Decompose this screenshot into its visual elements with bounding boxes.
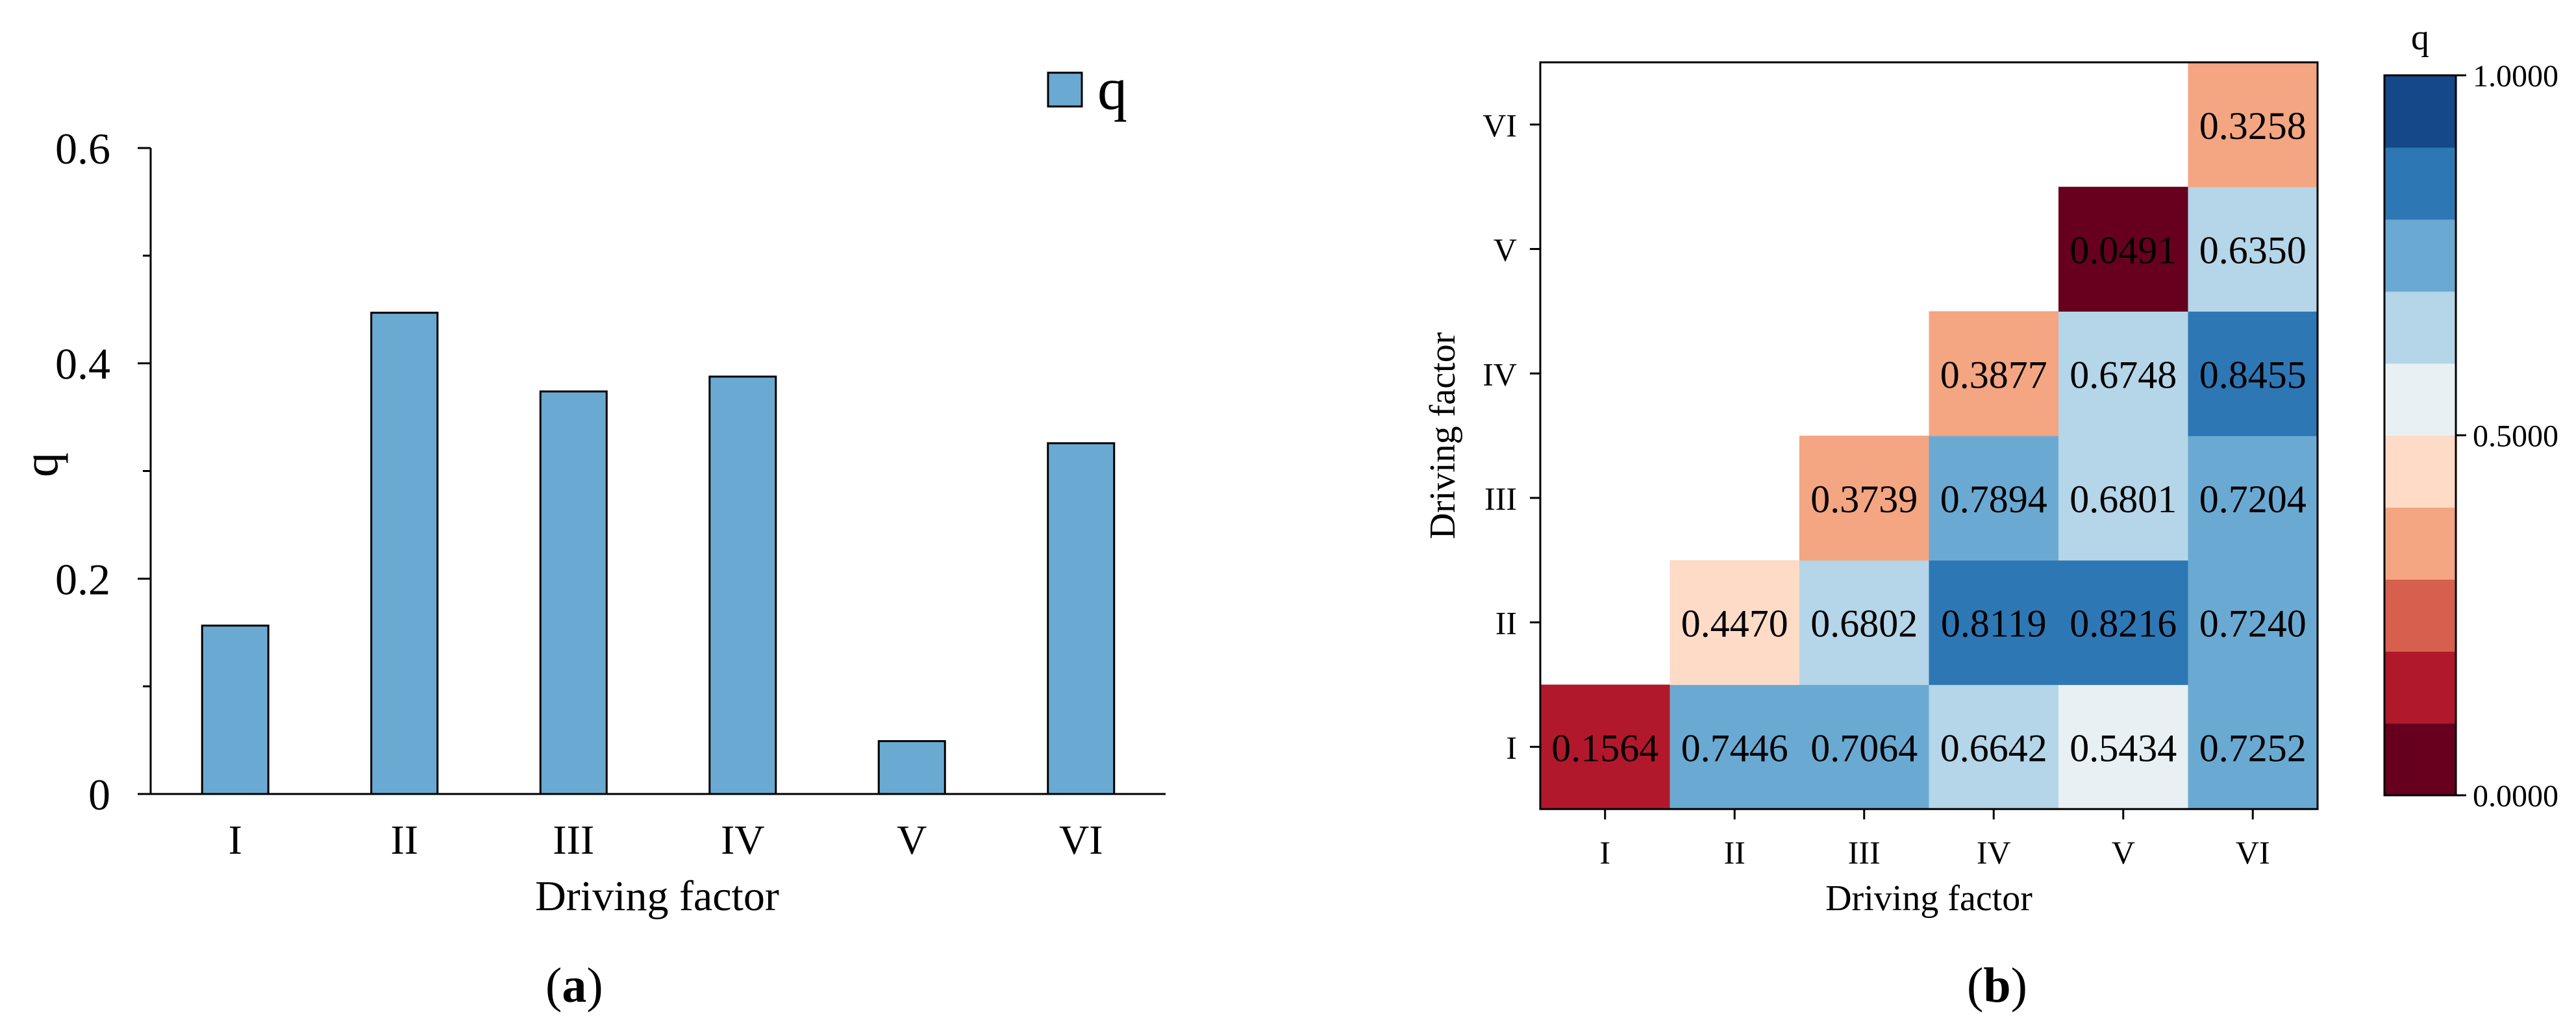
b-y-tick-label: III — [1484, 480, 1517, 517]
b-heatmap-cell — [1799, 684, 1930, 810]
b-heatmap-cell — [1799, 436, 1930, 561]
b-colorbar-bin — [2384, 291, 2456, 364]
b-y-tick-label: V — [1494, 232, 1517, 268]
b-cell-label: 0.6350 — [2199, 229, 2307, 272]
b-cell-label: 0.8455 — [2199, 353, 2307, 396]
a-legend-label: q — [1097, 56, 1127, 122]
caption-a: (a) — [545, 958, 603, 1013]
b-heatmap-cell — [2058, 436, 2189, 561]
b-heatmap-cell — [1929, 560, 2059, 686]
b-colorbar-bin — [2384, 219, 2456, 292]
b-cell-label: 0.7446 — [1681, 726, 1788, 769]
a-bar-I — [201, 625, 269, 795]
a-legend-swatch — [1047, 71, 1083, 108]
caption-b-letter: b — [1983, 958, 2011, 1013]
a-y-tick-label: 0.2 — [55, 554, 110, 604]
b-cell-label: 0.7204 — [2199, 478, 2307, 521]
b-x-tick-label: II — [1724, 834, 1745, 871]
b-cell-label: 0.3739 — [1810, 478, 1918, 521]
b-cell-label: 0.8216 — [2070, 602, 2177, 645]
b-colorbar-tick-label: 1.0000 — [2473, 59, 2558, 93]
b-heatmap-cell — [2188, 311, 2318, 436]
b-colorbar-tick-label: 0.0000 — [2473, 779, 2558, 813]
a-x-axis-title: Driving factor — [535, 873, 779, 920]
a-bar-II — [370, 312, 439, 795]
b-cell-label: 0.5434 — [2070, 726, 2177, 769]
a-x-tick-label: II — [390, 817, 418, 863]
b-cell-label: 0.7064 — [1810, 726, 1918, 769]
b-colorbar-bin — [2384, 147, 2456, 220]
a-y-tick-label: 0 — [88, 770, 110, 819]
b-cell-label: 0.4470 — [1681, 602, 1788, 645]
b-heatmap-cell — [1540, 684, 1671, 810]
b-cell-label: 0.7894 — [1940, 478, 2047, 521]
a-bar-VI — [1047, 442, 1116, 795]
a-bar-III — [539, 390, 608, 795]
b-y-tick-label: I — [1506, 729, 1517, 765]
b-colorbar-bin — [2384, 723, 2456, 796]
a-y-tick-label: 0.4 — [55, 340, 110, 389]
b-heatmap-cell — [2058, 560, 2189, 686]
b-cell-label: 0.6802 — [1810, 602, 1918, 645]
b-heatmap-cell — [2188, 186, 2318, 312]
a-x-tick-label: III — [553, 817, 594, 863]
b-heatmap-cell — [1669, 560, 1800, 686]
b-heatmap-cell — [2188, 62, 2318, 188]
b-colorbar-bin — [2384, 579, 2456, 652]
b-x-axis-title: Driving factor — [1825, 878, 2032, 919]
b-colorbar-bin — [2384, 435, 2456, 508]
b-y-tick-label: IV — [1482, 356, 1517, 392]
b-x-tick-label: III — [1848, 834, 1881, 871]
b-x-tick-label: IV — [1977, 834, 2011, 871]
a-x-tick-label: V — [897, 817, 927, 863]
b-cell-label: 0.6801 — [2070, 478, 2177, 521]
b-y-axis-title: Driving factor — [1423, 332, 1463, 539]
caption-a-letter: a — [562, 958, 587, 1013]
b-colorbar-bin — [2384, 651, 2456, 724]
b-colorbar-tick-label: 0.5000 — [2473, 419, 2558, 454]
b-cell-label: 0.3877 — [1940, 353, 2047, 396]
b-cell-label: 0.3258 — [2199, 105, 2307, 147]
b-heatmap-cell — [2188, 560, 2318, 686]
a-y-tick-label: 0.6 — [55, 124, 110, 173]
b-heatmap-cell — [1799, 560, 1930, 686]
a-x-tick-label: VI — [1059, 817, 1103, 863]
b-cell-label: 0.6748 — [2070, 353, 2177, 396]
b-heatmap-cell — [1929, 311, 2059, 436]
caption-b: (b) — [1967, 958, 2027, 1013]
b-heatmap-cell — [2188, 436, 2318, 561]
b-x-tick-label: VI — [2236, 834, 2270, 871]
b-heatmap-cell — [2058, 684, 2189, 810]
b-heatmap-cell — [2188, 684, 2318, 810]
b-colorbar-bin — [2384, 75, 2456, 148]
b-cell-label: 0.7252 — [2199, 726, 2307, 769]
b-cell-label: 0.0491 — [2070, 229, 2177, 272]
a-x-tick-label: IV — [721, 817, 765, 863]
b-cell-label: 0.8119 — [1941, 602, 2047, 645]
b-y-tick-label: II — [1495, 605, 1517, 641]
a-y-axis-title: q — [14, 453, 68, 477]
b-heatmap-cell — [1929, 436, 2059, 561]
b-heatmap-cell — [2058, 186, 2189, 312]
b-colorbar-bin — [2384, 507, 2456, 580]
b-cell-label: 0.7240 — [2199, 602, 2307, 645]
a-x-tick-label: I — [229, 817, 242, 863]
a-bar-V — [877, 740, 946, 795]
b-cell-label: 0.6642 — [1940, 726, 2047, 769]
b-x-tick-label: V — [2112, 834, 2135, 871]
b-plot-frame — [1539, 61, 2319, 810]
b-y-tick-label: VI — [1482, 107, 1517, 143]
a-bar-IV — [708, 375, 777, 795]
b-colorbar-bin — [2384, 363, 2456, 436]
b-heatmap-cell — [1669, 684, 1800, 810]
b-heatmap-cell — [2058, 311, 2189, 436]
b-heatmap-cell — [1929, 684, 2059, 810]
b-colorbar-title: q — [2411, 18, 2429, 58]
b-cell-label: 0.1564 — [1551, 726, 1658, 769]
b-x-tick-label: I — [1599, 834, 1610, 871]
